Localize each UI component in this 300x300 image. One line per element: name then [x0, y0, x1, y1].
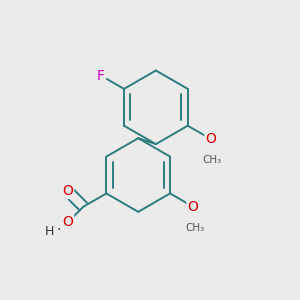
Text: O: O	[62, 215, 73, 229]
Text: O: O	[62, 184, 73, 198]
Text: F: F	[97, 69, 105, 83]
Text: ·: ·	[57, 223, 61, 237]
Text: H: H	[45, 225, 55, 238]
Text: O: O	[188, 200, 199, 214]
Text: O: O	[205, 132, 216, 146]
Text: CH₃: CH₃	[185, 223, 204, 233]
Text: CH₃: CH₃	[202, 155, 222, 165]
